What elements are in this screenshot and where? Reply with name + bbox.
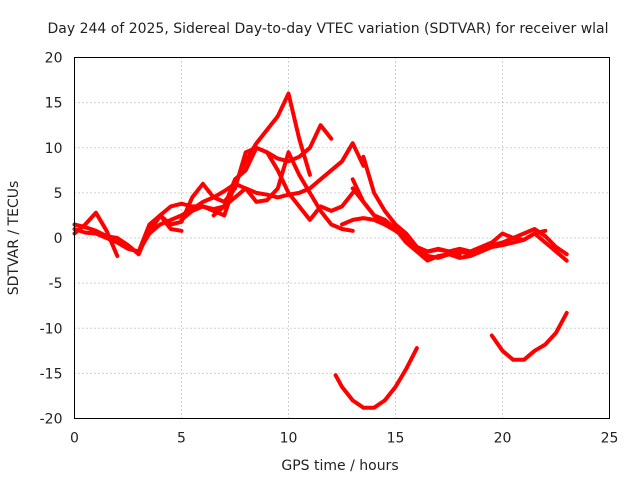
x-tick-label: 5	[177, 431, 186, 447]
x-ticks: 0 5 10 15 20 25	[70, 431, 618, 447]
series-line-trace-11	[361, 154, 462, 257]
chart-title: Day 244 of 2025, Sidereal Day-to-day VTE…	[47, 21, 608, 37]
y-tick-label: -10	[40, 321, 63, 337]
y-tick-label: 5	[54, 186, 63, 202]
x-tick-label: 10	[280, 431, 298, 447]
series-line-trace-5	[147, 141, 366, 236]
x-tick-label: 15	[387, 431, 405, 447]
x-tick-label: 25	[601, 431, 619, 447]
series-line-trace-7	[211, 145, 355, 222]
y-tick-label: -15	[40, 366, 63, 382]
series-line-trace-12	[333, 346, 419, 410]
y-tick-label: 10	[45, 141, 63, 157]
y-tick-label: 15	[45, 96, 63, 112]
grid	[74, 57, 610, 419]
plot-frame	[74, 57, 610, 419]
y-ticks: 20 15 10 5 0 -5 -10 -15 -20	[40, 51, 63, 428]
series-line-trace-6	[179, 150, 355, 233]
x-tick-label: 20	[494, 431, 512, 447]
y-tick-label: 0	[54, 231, 63, 247]
x-tick-label: 0	[70, 431, 79, 447]
series-line-trace-9	[350, 177, 569, 260]
series-layer	[72, 91, 569, 410]
x-axis-label: GPS time / hours	[281, 458, 398, 474]
y-tick-label: -5	[49, 276, 63, 292]
y-tick-label: -20	[40, 412, 63, 428]
series-line-trace-13	[489, 310, 569, 362]
series-line-trace-3	[72, 91, 312, 254]
y-axis-label: SDTVAR / TECUs	[6, 181, 22, 296]
y-tick-label: 20	[45, 51, 63, 67]
